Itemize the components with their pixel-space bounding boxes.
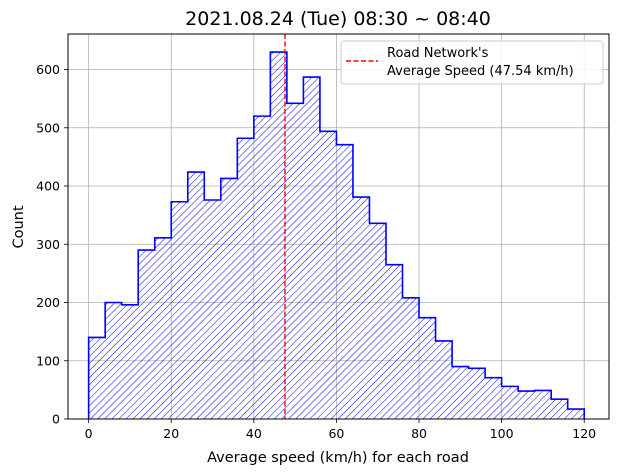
x-axis-ticks: 0 20 40 60 80 100 120: [85, 419, 596, 441]
y-tick-label: 600: [36, 62, 60, 77]
plot-frame: [67, 33, 610, 420]
x-tick-label: 120: [572, 426, 596, 441]
histogram-outline: [87, 51, 586, 419]
histogram-bar: [121, 304, 139, 419]
y-tick-label: 100: [36, 353, 60, 368]
histogram-bar: [204, 199, 221, 419]
y-tick-label: 500: [36, 120, 60, 135]
histogram-bar: [154, 237, 172, 419]
x-axis-label: Average speed (km/h) for each road: [207, 450, 469, 466]
histogram-bar: [419, 317, 436, 419]
histogram-bar: [286, 103, 304, 419]
y-tick-label: 300: [36, 237, 60, 252]
histogram-bar: [336, 144, 353, 420]
legend-label-line2: Average Speed (47.54 km/h): [387, 64, 574, 79]
histogram-bar: [485, 377, 502, 419]
histogram-bars: [87, 51, 586, 420]
histogram-bar: [319, 131, 337, 419]
x-tick-label: 100: [490, 426, 514, 441]
histogram-bar: [534, 390, 552, 419]
histogram-bar: [171, 201, 188, 419]
histogram-bar: [88, 337, 106, 419]
histogram-bar: [518, 391, 535, 419]
x-tick-label: 0: [85, 426, 93, 441]
x-tick-label: 20: [163, 426, 179, 441]
histogram-bar: [468, 368, 486, 419]
legend-label-line1: Road Network's: [387, 46, 489, 61]
y-tick-label: 0: [52, 412, 60, 427]
histogram-bar: [551, 399, 568, 419]
legend-box: [340, 40, 604, 85]
histogram-bar: [352, 197, 370, 419]
y-tick-label: 200: [36, 295, 60, 310]
histogram-bar: [105, 302, 122, 419]
histogram-bar: [187, 172, 205, 419]
histogram-bar: [385, 264, 403, 419]
histogram-bar: [369, 223, 386, 419]
x-tick-label: 40: [246, 426, 262, 441]
histogram-bar: [220, 178, 238, 419]
histogram-bar: [452, 366, 469, 419]
histogram-bar: [501, 386, 519, 419]
histogram-bar: [435, 340, 453, 419]
y-axis-ticks: 0 100 200 300 400 500 600: [36, 62, 68, 427]
histogram-bar: [567, 409, 585, 419]
histogram-bar: [237, 138, 254, 419]
chart-title: 2021.08.24 (Tue) 08:30 ~ 08:40: [185, 8, 491, 30]
y-axis-label: Count: [11, 205, 27, 248]
x-tick-label: 60: [328, 426, 344, 441]
histogram-bar: [402, 297, 420, 419]
x-tick-label: 80: [411, 426, 427, 441]
histogram-bar: [303, 77, 320, 419]
y-tick-label: 400: [36, 179, 60, 194]
histogram-bar: [270, 52, 287, 420]
legend: Road Network's Average Speed (47.54 km/h…: [340, 40, 604, 85]
histogram-bar: [253, 116, 271, 420]
histogram-bar: [138, 250, 155, 419]
